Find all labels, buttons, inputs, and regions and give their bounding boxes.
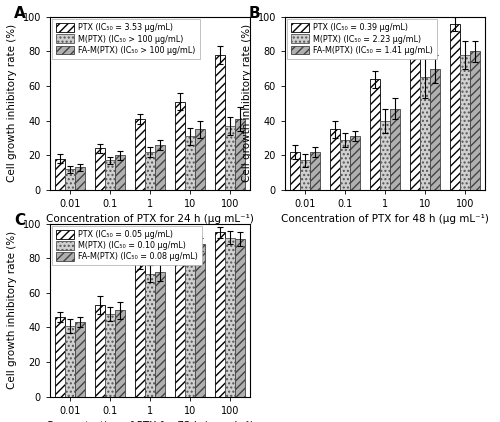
Bar bbox=[145, 274, 155, 397]
Bar bbox=[420, 78, 430, 190]
Bar bbox=[65, 326, 75, 397]
Bar bbox=[290, 152, 300, 190]
X-axis label: Concentration of PTX for 24 h (μg mL⁻¹): Concentration of PTX for 24 h (μg mL⁻¹) bbox=[46, 214, 254, 225]
Bar bbox=[105, 160, 115, 190]
Text: A: A bbox=[14, 6, 26, 22]
Bar bbox=[225, 126, 235, 190]
Legend: PTX (IC₅₀ = 0.05 μg/mL), M(PTX) (IC₅₀ = 0.10 μg/mL), FA-M(PTX) (IC₅₀ = 0.08 μg/m: PTX (IC₅₀ = 0.05 μg/mL), M(PTX) (IC₅₀ = … bbox=[52, 226, 202, 265]
Bar bbox=[115, 155, 125, 190]
Y-axis label: Cell growth inhibitory rate (%): Cell growth inhibitory rate (%) bbox=[7, 231, 17, 389]
Bar bbox=[155, 145, 165, 190]
Y-axis label: Cell growth inhibitory rate (%): Cell growth inhibitory rate (%) bbox=[7, 24, 17, 182]
Bar bbox=[310, 152, 320, 190]
Bar bbox=[470, 51, 480, 190]
Bar bbox=[95, 149, 105, 190]
Bar bbox=[135, 119, 145, 190]
Bar bbox=[135, 262, 145, 397]
Bar bbox=[370, 79, 380, 190]
Bar bbox=[115, 310, 125, 397]
Bar bbox=[185, 136, 195, 190]
Bar bbox=[430, 69, 440, 190]
Bar bbox=[195, 129, 205, 190]
Bar bbox=[176, 234, 185, 397]
Bar bbox=[215, 232, 225, 397]
Bar bbox=[215, 55, 225, 190]
Bar bbox=[330, 129, 340, 190]
X-axis label: Concentration of PTX for 72 h (μg mL⁻¹): Concentration of PTX for 72 h (μg mL⁻¹) bbox=[46, 421, 254, 422]
Bar bbox=[176, 102, 185, 190]
Text: B: B bbox=[249, 6, 260, 22]
Bar bbox=[410, 46, 420, 190]
Text: C: C bbox=[14, 213, 25, 228]
Bar bbox=[225, 238, 235, 397]
Bar bbox=[65, 169, 75, 190]
Bar bbox=[195, 244, 205, 397]
Legend: PTX (IC₅₀ = 0.39 μg/mL), M(PTX) (IC₅₀ = 2.23 μg/mL), FA-M(PTX) (IC₅₀ = 1.41 μg/m: PTX (IC₅₀ = 0.39 μg/mL), M(PTX) (IC₅₀ = … bbox=[288, 19, 437, 59]
Legend: PTX (IC₅₀ = 3.53 μg/mL), M(PTX) (IC₅₀ > 100 μg/mL), FA-M(PTX) (IC₅₀ > 100 μg/mL): PTX (IC₅₀ = 3.53 μg/mL), M(PTX) (IC₅₀ > … bbox=[52, 19, 200, 59]
Bar bbox=[380, 121, 390, 190]
X-axis label: Concentration of PTX for 48 h (μg mL⁻¹): Concentration of PTX for 48 h (μg mL⁻¹) bbox=[281, 214, 489, 225]
Bar bbox=[450, 24, 460, 190]
Bar bbox=[350, 136, 360, 190]
Bar bbox=[145, 152, 155, 190]
Bar bbox=[75, 168, 85, 190]
Bar bbox=[236, 119, 245, 190]
Bar bbox=[460, 55, 470, 190]
Bar bbox=[300, 160, 310, 190]
Bar bbox=[155, 272, 165, 397]
Bar bbox=[236, 239, 245, 397]
Y-axis label: Cell growth inhibitory rate (%): Cell growth inhibitory rate (%) bbox=[242, 24, 252, 182]
Bar bbox=[105, 314, 115, 397]
Bar bbox=[55, 159, 65, 190]
Bar bbox=[390, 108, 400, 190]
Bar bbox=[185, 241, 195, 397]
Bar bbox=[340, 140, 350, 190]
Bar bbox=[55, 317, 65, 397]
Bar bbox=[75, 322, 85, 397]
Bar bbox=[95, 305, 105, 397]
